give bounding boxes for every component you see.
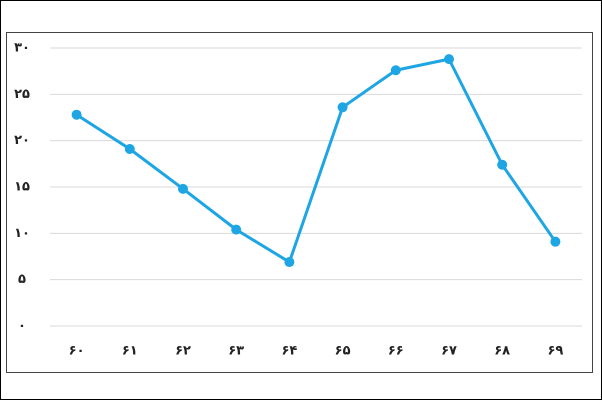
y-tick-label: ۱۰ [14,226,30,241]
y-tick-label: ۳۰ [14,41,30,56]
marker [71,109,82,120]
x-tick-label: ۶۵ [335,344,351,359]
marker [444,54,454,65]
x-tick-label: ۶۷ [441,344,457,359]
x-tick-label: ۶۱ [122,344,138,359]
marker [390,65,401,76]
x-tick-label: ۶۳ [228,344,244,359]
y-tick-label: ۵ [18,272,26,287]
y-tick-label: ۲۵ [14,87,30,102]
x-tick-label: ۶۹ [547,344,563,359]
x-tick-label: ۶۲ [175,344,191,359]
x-tick-label: ۶۴ [281,344,297,359]
chart-area [6,32,593,373]
x-tick-label: ۶۰ [69,344,85,359]
marker [231,224,242,235]
marker [497,159,508,170]
x-tick-label: ۶۶ [388,344,404,359]
marker [550,236,561,247]
y-tick-label: ۰ [18,319,26,334]
marker [284,257,295,268]
x-tick-label: ۶۸ [494,344,510,359]
marker [124,144,135,155]
y-tick-label: ۲۰ [14,133,30,148]
marker [178,183,188,194]
y-tick-label: ۱۵ [14,180,30,195]
marker [337,102,348,113]
line [75,57,557,264]
